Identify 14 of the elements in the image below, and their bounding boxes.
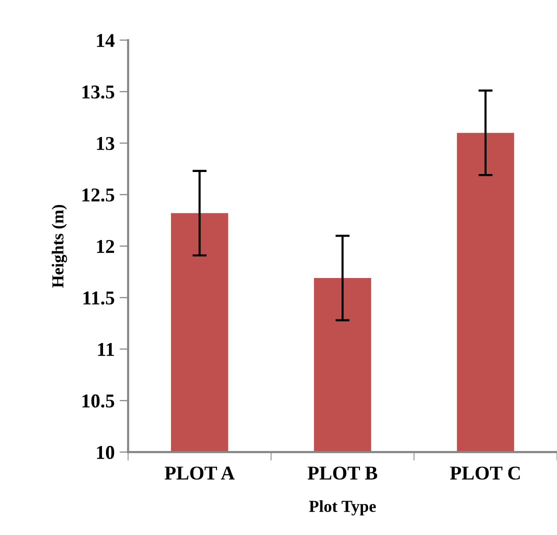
y-tick-label: 13 <box>97 136 114 150</box>
y-tick-label: 11.5 <box>84 292 114 305</box>
x-tick-label: PLOT B <box>308 466 378 480</box>
y-tick-label: 14 <box>97 34 115 47</box>
x-axis-title: Plot Type <box>309 500 376 516</box>
y-tick-label: 10.5 <box>82 394 114 408</box>
x-tick-label: PLOT C <box>450 466 520 480</box>
y-tick-label: 12.5 <box>82 188 114 202</box>
x-tick-label: PLOT A <box>164 466 235 480</box>
y-tick-label: 11 <box>98 342 114 356</box>
y-tick-label: 13.5 <box>82 85 114 99</box>
y-tick-label: 10 <box>97 446 114 460</box>
y-tick-label: 12 <box>97 240 114 253</box>
y-axis-title: Heights (m) <box>52 204 67 288</box>
